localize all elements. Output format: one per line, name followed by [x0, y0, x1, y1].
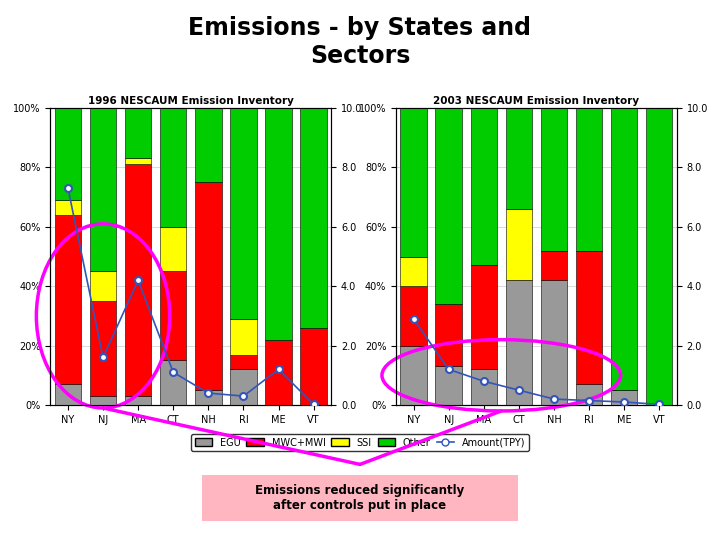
Bar	[541, 251, 567, 280]
Bar	[230, 369, 256, 405]
Bar	[125, 164, 151, 396]
Bar	[471, 266, 497, 369]
Text: Emissions - by States and
Sectors: Emissions - by States and Sectors	[189, 16, 531, 68]
Bar	[611, 390, 637, 405]
Bar	[195, 108, 222, 183]
Bar	[505, 108, 532, 209]
Bar	[576, 384, 602, 405]
Bar	[55, 215, 81, 384]
Bar	[541, 108, 567, 251]
Bar	[611, 108, 637, 390]
Bar	[160, 361, 186, 405]
Bar	[266, 340, 292, 405]
Bar	[195, 390, 222, 405]
Bar	[400, 346, 427, 405]
Bar	[125, 396, 151, 405]
Bar	[576, 108, 602, 251]
Bar	[160, 227, 186, 271]
Bar	[400, 286, 427, 346]
Bar	[90, 108, 116, 271]
Bar	[90, 301, 116, 396]
Bar	[541, 280, 567, 405]
Bar	[576, 251, 602, 384]
Bar	[230, 108, 256, 319]
FancyBboxPatch shape	[202, 475, 518, 521]
Bar	[400, 256, 427, 286]
Bar	[436, 304, 462, 366]
Title: 2003 NESCAUM Emission Inventory: 2003 NESCAUM Emission Inventory	[433, 96, 639, 106]
Bar	[266, 108, 292, 340]
Bar	[436, 108, 462, 304]
Bar	[471, 108, 497, 265]
Bar	[55, 200, 81, 215]
Bar	[125, 108, 151, 159]
Bar	[300, 328, 327, 405]
Bar	[90, 396, 116, 405]
Bar	[90, 271, 116, 301]
Bar	[160, 271, 186, 361]
Bar	[646, 108, 672, 405]
Bar	[230, 319, 256, 354]
Bar	[400, 108, 427, 256]
Bar	[55, 108, 81, 200]
Bar	[505, 280, 532, 405]
Bar	[160, 108, 186, 227]
Bar	[471, 369, 497, 405]
Bar	[55, 384, 81, 405]
Legend: EGU, MWC+MWI, SSI, Other, Amount(TPY): EGU, MWC+MWI, SSI, Other, Amount(TPY)	[191, 434, 529, 451]
Bar	[125, 158, 151, 164]
Bar	[195, 183, 222, 390]
Title: 1996 NESCAUM Emission Inventory: 1996 NESCAUM Emission Inventory	[88, 96, 294, 106]
Bar	[230, 355, 256, 369]
Text: Emissions reduced significantly
after controls put in place: Emissions reduced significantly after co…	[256, 484, 464, 512]
Bar	[505, 209, 532, 280]
Bar	[436, 366, 462, 405]
Bar	[300, 108, 327, 328]
